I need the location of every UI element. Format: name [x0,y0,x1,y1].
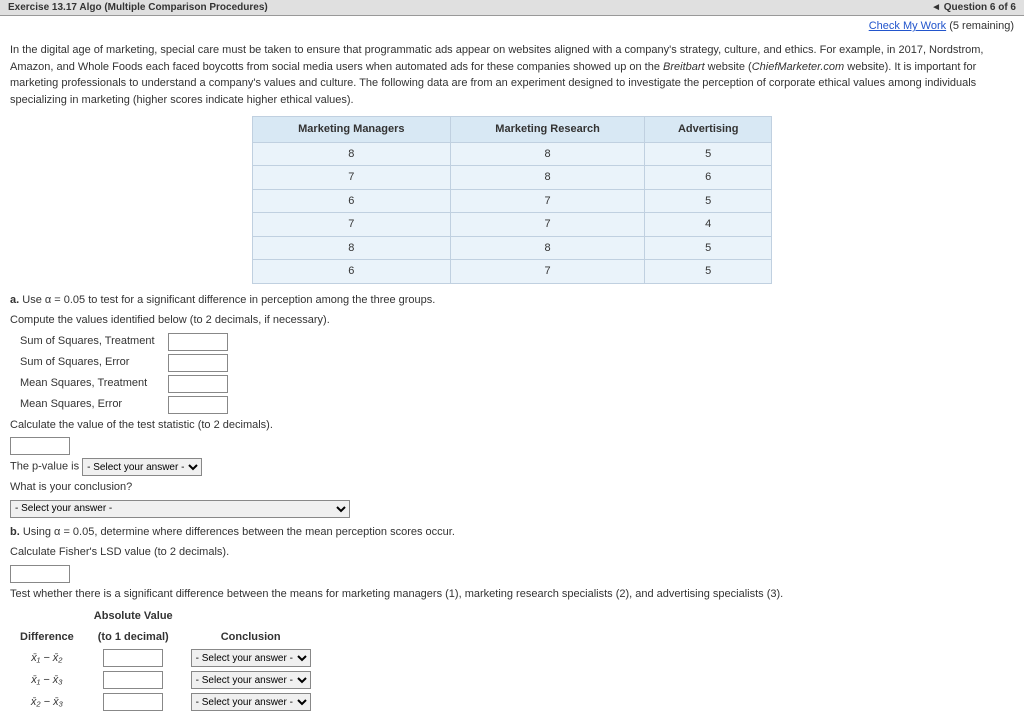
table-row: 786 [253,166,772,190]
diff-label: x̄₂ − x̄₃ [10,691,84,713]
diff-row: x̄₂ − x̄₃ - Select your answer - [10,691,319,713]
header: Exercise 13.17 Algo (Multiple Comparison… [0,0,1024,16]
table-header: Marketing Managers [253,117,451,143]
table-row: 885 [253,142,772,166]
remaining-count: (5 remaining) [949,20,1014,32]
lsd-input[interactable] [10,565,70,583]
compute-input[interactable] [168,396,228,414]
part-a: a. Use α = 0.05 to test for a significan… [10,292,1014,518]
compute-row: Sum of Squares, Error [20,354,1014,372]
test-statistic-input[interactable] [10,437,70,455]
compute-row: Sum of Squares, Treatment [20,333,1014,351]
diff-input[interactable] [103,671,163,689]
compute-input[interactable] [168,354,228,372]
conclusion-label: What is your conclusion? [10,479,1014,496]
table-row: 675 [253,260,772,284]
table-row: 675 [253,189,772,213]
part-b: b. Using α = 0.05, determine where diffe… [10,524,1014,714]
conclusion-select[interactable]: - Select your answer - [10,500,350,518]
compute-label: Sum of Squares, Treatment [20,333,160,350]
check-work-row: Check My Work (5 remaining) [0,16,1024,36]
diff-input[interactable] [103,649,163,667]
compute-label: Sum of Squares, Error [20,354,160,371]
table-row: 885 [253,236,772,260]
check-my-work-link[interactable]: Check My Work [869,20,946,32]
compute-label: Mean Squares, Treatment [20,375,160,392]
exercise-title: Exercise 13.17 Algo (Multiple Comparison… [8,2,268,13]
difference-table: Absolute Value Difference (to 1 decimal)… [10,606,319,713]
diff-conclusion-select[interactable]: - Select your answer - [191,671,311,689]
diff-row: x̄₁ − x̄₂ - Select your answer - [10,647,319,669]
diff-conclusion-select[interactable]: - Select your answer - [191,649,311,667]
intro-paragraph: In the digital age of marketing, special… [10,42,1014,108]
diff-label: x̄₁ − x̄₃ [10,669,84,691]
table-row: 774 [253,213,772,237]
diff-input[interactable] [103,693,163,711]
data-table: Marketing ManagersMarketing ResearchAdve… [252,116,772,284]
compute-input[interactable] [168,333,228,351]
content: In the digital age of marketing, special… [0,36,1024,719]
diff-conclusion-select[interactable]: - Select your answer - [191,693,311,711]
pvalue-label: The p-value is [10,461,79,473]
question-indicator: ◄ Question 6 of 6 [931,2,1016,13]
compute-input[interactable] [168,375,228,393]
table-header: Marketing Research [450,117,645,143]
compute-row: Mean Squares, Error [20,396,1014,414]
compute-row: Mean Squares, Treatment [20,375,1014,393]
diff-row: x̄₁ − x̄₃ - Select your answer - [10,669,319,691]
table-header: Advertising [645,117,772,143]
compute-label: Mean Squares, Error [20,396,160,413]
pvalue-select[interactable]: - Select your answer - [82,458,202,476]
diff-label: x̄₁ − x̄₂ [10,647,84,669]
